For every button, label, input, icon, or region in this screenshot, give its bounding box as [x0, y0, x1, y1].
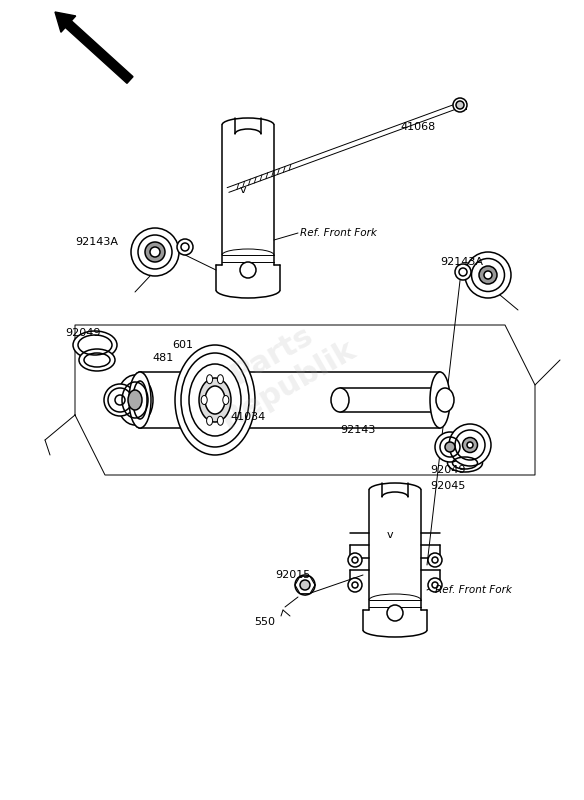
Ellipse shape [138, 235, 172, 269]
Ellipse shape [447, 454, 482, 472]
Text: 92015: 92015 [275, 570, 310, 580]
Circle shape [295, 575, 315, 595]
Ellipse shape [177, 239, 193, 255]
Text: 41034: 41034 [230, 412, 266, 422]
Ellipse shape [484, 271, 492, 279]
Text: Ref. Front Fork: Ref. Front Fork [435, 585, 512, 595]
Ellipse shape [467, 442, 473, 448]
Ellipse shape [435, 432, 465, 462]
Text: 481: 481 [152, 353, 173, 363]
Ellipse shape [436, 388, 454, 412]
Ellipse shape [131, 228, 179, 276]
Circle shape [453, 98, 467, 112]
Text: 550: 550 [255, 617, 276, 627]
Ellipse shape [217, 416, 224, 426]
Ellipse shape [128, 390, 142, 410]
Text: 92143A: 92143A [75, 237, 118, 247]
Text: v: v [239, 185, 246, 195]
Ellipse shape [175, 345, 255, 455]
Text: 92045: 92045 [430, 481, 465, 491]
Ellipse shape [145, 242, 165, 262]
Ellipse shape [150, 247, 160, 257]
Ellipse shape [104, 384, 136, 416]
Ellipse shape [465, 252, 511, 298]
Ellipse shape [455, 264, 471, 280]
Ellipse shape [471, 258, 505, 291]
Ellipse shape [479, 266, 497, 284]
Ellipse shape [130, 372, 150, 428]
Ellipse shape [331, 388, 349, 412]
FancyArrow shape [55, 12, 133, 83]
Ellipse shape [79, 349, 115, 371]
Ellipse shape [449, 424, 491, 466]
Ellipse shape [117, 375, 153, 425]
Text: Ref. Front Fork: Ref. Front Fork [300, 228, 377, 238]
Text: 92049: 92049 [65, 328, 100, 338]
Text: Parts
Republik: Parts Republik [199, 306, 361, 434]
Text: 41068: 41068 [400, 122, 435, 132]
Ellipse shape [445, 442, 455, 452]
Ellipse shape [205, 386, 225, 414]
Ellipse shape [199, 378, 231, 422]
Ellipse shape [207, 416, 213, 426]
Circle shape [456, 101, 464, 109]
Ellipse shape [129, 372, 151, 428]
Text: 92049: 92049 [430, 465, 465, 475]
Circle shape [300, 580, 310, 590]
Circle shape [348, 553, 362, 567]
Ellipse shape [430, 372, 450, 428]
Ellipse shape [207, 374, 213, 384]
Circle shape [428, 553, 442, 567]
Text: 92143: 92143 [340, 425, 376, 435]
Text: 92143A: 92143A [440, 257, 483, 267]
Circle shape [348, 578, 362, 592]
Circle shape [428, 578, 442, 592]
Circle shape [387, 605, 403, 621]
Ellipse shape [463, 438, 478, 453]
Ellipse shape [73, 331, 117, 359]
Ellipse shape [217, 374, 224, 384]
Circle shape [240, 262, 256, 278]
Text: 601: 601 [172, 340, 193, 350]
Ellipse shape [201, 395, 207, 405]
Ellipse shape [223, 395, 229, 405]
Text: v: v [387, 530, 393, 540]
